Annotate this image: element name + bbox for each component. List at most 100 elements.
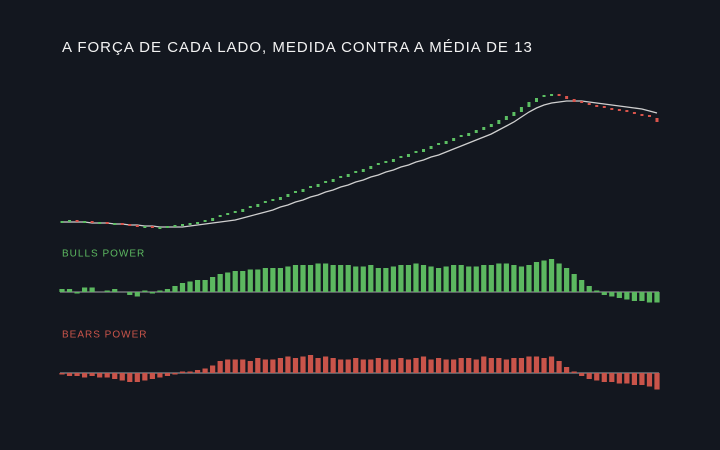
candle [519,107,523,112]
candle [467,133,471,136]
bar [179,371,186,373]
bar [466,266,472,292]
bar [59,373,65,375]
candle [534,98,538,102]
bar [277,358,284,373]
candle [414,151,418,153]
bar [443,359,449,373]
bar [654,292,660,303]
bar [255,358,261,373]
bar [255,269,261,292]
bar [262,359,268,373]
bar [533,262,540,292]
bar [481,356,487,373]
bar [646,292,653,303]
candle [316,184,320,187]
bar [496,263,502,292]
bar [541,358,547,373]
bar [594,373,600,381]
bar [300,265,306,292]
bar [360,359,366,373]
bar [586,373,592,379]
bar [202,368,208,373]
candle [128,224,132,226]
candle [444,141,448,144]
bar [164,289,171,292]
bar [112,289,118,292]
candle [331,179,335,182]
bar [375,358,381,373]
candle [550,94,554,96]
candle [384,161,388,163]
bar [624,292,630,300]
bar [112,373,118,379]
candle [188,223,192,225]
bar [639,292,645,301]
bar [451,359,457,373]
candle [218,215,222,217]
candle [60,221,64,223]
bar [194,370,201,373]
candle [324,181,328,183]
candle [369,166,373,169]
bar [435,268,442,292]
bar [240,271,246,292]
candle [625,110,629,112]
bar [353,358,359,373]
bar [270,359,276,373]
bar [315,263,321,292]
bar [307,265,314,292]
bar [285,266,291,292]
bar [307,355,314,373]
bar [458,265,464,292]
bar [594,290,600,292]
bar [217,274,223,292]
bar [277,268,284,292]
bar [458,358,464,373]
bar [360,266,366,292]
bar [624,373,630,384]
candle [98,222,102,224]
bar [345,359,351,373]
candle [617,109,621,111]
bar [571,371,577,373]
bar [609,292,615,297]
bar [646,373,653,387]
bar [390,359,396,373]
candle [158,227,162,229]
bar [503,359,509,373]
bar [149,373,155,379]
bar [104,373,110,378]
candle [248,206,252,208]
bar [473,266,479,292]
candle [391,159,395,162]
bar [383,268,389,292]
candle [504,116,508,120]
bar [548,356,555,373]
candle [557,94,561,96]
bar [428,359,434,373]
candle [90,221,94,223]
bar [187,281,193,292]
panel-title: BEARS POWER [62,330,147,341]
bar [240,359,246,373]
candle [75,220,79,222]
bar [81,373,88,378]
bar [586,286,592,292]
bar [74,373,80,376]
bar [247,269,253,292]
bar [345,265,351,292]
candle [647,115,651,117]
bar [526,265,532,292]
candle [361,169,365,172]
bar [473,359,479,373]
bar [601,292,607,295]
candle [196,222,200,224]
candle [135,225,139,227]
candle [278,197,282,200]
bar [481,265,487,292]
candle [105,222,109,224]
bar [142,373,148,381]
bar [564,268,570,292]
